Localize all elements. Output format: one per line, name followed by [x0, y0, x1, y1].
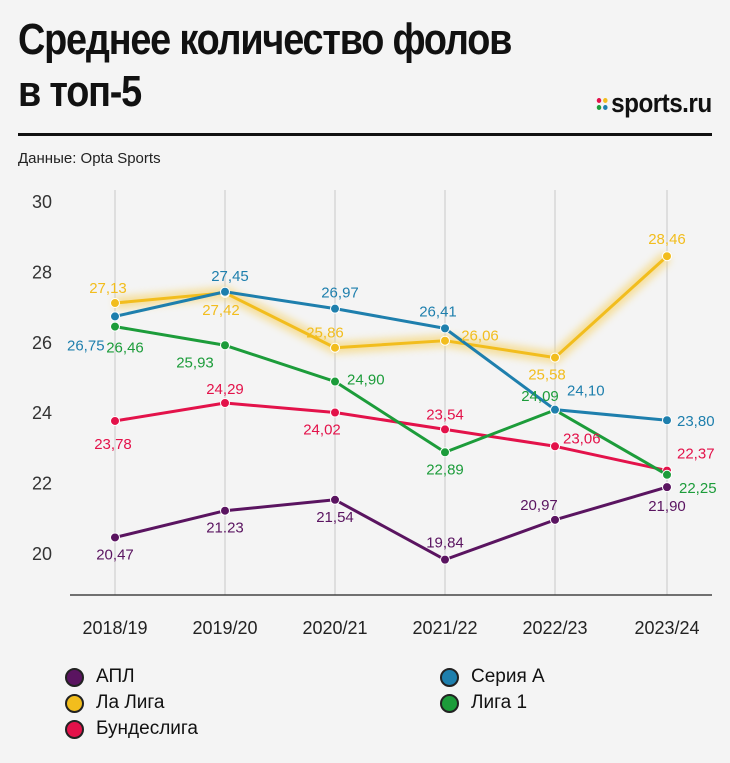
legend-item-seriea: Серия А	[440, 666, 545, 688]
data-point-bundesliga	[440, 424, 450, 435]
data-label-seriea: 23,80	[677, 413, 715, 430]
x-tick-label: 2023/24	[634, 618, 699, 638]
data-label-bundesliga: 23,54	[426, 406, 464, 423]
data-label-ligue1: 24,90	[347, 372, 385, 389]
series-line-seriea	[114, 290, 668, 422]
chart-legend: АПЛ Ла Лига Бундеслига Серия А Лига 1	[0, 660, 730, 760]
series-line-ligue1	[114, 325, 668, 477]
series-line-bundesliga	[114, 401, 668, 473]
data-point-ligue1	[110, 321, 120, 332]
data-label-seriea: 27,45	[211, 268, 249, 285]
data-label-ligue1: 22,25	[679, 480, 717, 497]
data-point-laliga	[330, 342, 340, 353]
data-point-apl	[330, 494, 340, 505]
data-label-ligue1: 26,46	[106, 340, 144, 357]
y-tick-label: 22	[32, 474, 52, 494]
data-label-apl: 21,90	[648, 498, 686, 515]
data-point-apl	[662, 482, 672, 493]
data-point-bundesliga	[220, 397, 230, 408]
data-label-laliga: 27,42	[202, 302, 240, 319]
legend-item-laliga: Ла Лига	[65, 692, 164, 714]
data-label-laliga: 25,58	[528, 367, 566, 384]
x-tick-label: 2020/21	[302, 618, 367, 638]
data-point-apl	[110, 532, 120, 543]
legend-dot-laliga	[65, 693, 84, 713]
data-point-laliga	[440, 335, 450, 346]
chart-title-line2: в топ-5	[18, 67, 142, 116]
data-point-laliga	[110, 298, 120, 309]
chart-title-line1: Среднее количество фолов	[18, 15, 512, 64]
data-point-laliga	[662, 251, 672, 262]
header-divider	[18, 133, 712, 136]
y-tick-label: 26	[32, 333, 52, 353]
data-label-apl: 21.23	[206, 520, 244, 537]
legend-dot-apl	[65, 667, 84, 687]
data-label-laliga: 27,13	[89, 280, 127, 297]
legend-item-ligue1: Лига 1	[440, 692, 527, 714]
data-label-laliga: 26,06	[461, 328, 499, 345]
data-label-bundesliga: 23,06	[563, 430, 601, 447]
legend-label-apl: АПЛ	[96, 666, 135, 687]
data-label-bundesliga: 24,02	[303, 421, 341, 438]
data-label-bundesliga: 24,29	[206, 381, 244, 398]
data-label-laliga: 25,86	[306, 325, 344, 342]
data-point-ligue1	[662, 469, 672, 480]
data-label-seriea: 26,41	[419, 303, 457, 320]
line-chart: 30 28 26 24 22 20 2018/19 2019/20 2020/21 2021/22…	[32, 190, 717, 638]
data-label-seriea: 26,97	[321, 285, 359, 302]
data-point-bundesliga	[110, 415, 120, 426]
x-tick-label: 2022/23	[522, 618, 587, 638]
data-point-ligue1	[440, 447, 450, 458]
data-label-bundesliga: 23,78	[94, 436, 132, 453]
x-tick-label: 2021/22	[412, 618, 477, 638]
data-point-seriea	[550, 404, 560, 415]
legend-label-bundesliga: Бундеслига	[96, 718, 198, 739]
data-label-apl: 19,84	[426, 535, 464, 552]
data-point-seriea	[440, 323, 450, 334]
y-tick-label: 20	[32, 544, 52, 564]
x-tick-label: 2018/19	[82, 618, 147, 638]
sports-ru-logo: sports.ru	[597, 88, 713, 119]
chart-title: Среднее количество фолов в топ-5	[18, 14, 534, 118]
data-point-bundesliga	[550, 441, 560, 452]
data-label-bundesliga: 22,37	[677, 446, 715, 463]
data-point-laliga	[550, 352, 560, 363]
legend-dot-seriea	[440, 667, 459, 687]
data-label-apl: 20,97	[520, 497, 558, 514]
data-label-ligue1: 24,09	[521, 388, 559, 405]
data-label-seriea: 24,10	[567, 383, 605, 400]
legend-label-seriea: Серия А	[471, 666, 545, 687]
data-point-apl	[220, 505, 230, 516]
data-point-apl	[550, 514, 560, 525]
data-point-seriea	[330, 303, 340, 314]
data-label-ligue1: 25,93	[176, 354, 214, 371]
logo-dots-icon	[597, 97, 608, 110]
legend-dot-ligue1	[440, 693, 459, 713]
data-label-apl: 20,47	[96, 546, 134, 563]
data-point-seriea	[110, 311, 120, 322]
y-tick-label: 28	[32, 262, 52, 282]
legend-label-laliga: Ла Лига	[96, 692, 165, 713]
data-point-apl	[440, 554, 450, 565]
data-point-seriea	[220, 286, 230, 297]
data-label-laliga: 28,46	[648, 231, 686, 248]
brand-name: sports.ru	[611, 88, 713, 118]
legend-item-apl: АПЛ	[65, 666, 135, 688]
data-point-ligue1	[330, 376, 340, 387]
legend-label-ligue1: Лига 1	[471, 692, 528, 713]
legend-dot-bundesliga	[65, 719, 84, 739]
data-point-ligue1	[220, 340, 230, 351]
x-tick-label: 2019/20	[192, 618, 257, 638]
data-label-apl: 21,54	[316, 509, 354, 526]
series-line-apl	[114, 485, 668, 562]
data-source: Данные: Opta Sports	[18, 150, 161, 167]
legend-item-bundesliga: Бундеслига	[65, 718, 198, 740]
data-label-seriea: 26,75	[67, 337, 105, 354]
data-point-bundesliga	[330, 407, 340, 418]
series-glow-laliga	[114, 251, 672, 364]
y-tick-label: 30	[32, 192, 52, 212]
data-label-ligue1: 22,89	[426, 461, 464, 478]
y-tick-label: 24	[32, 403, 52, 423]
data-point-seriea	[662, 415, 672, 426]
